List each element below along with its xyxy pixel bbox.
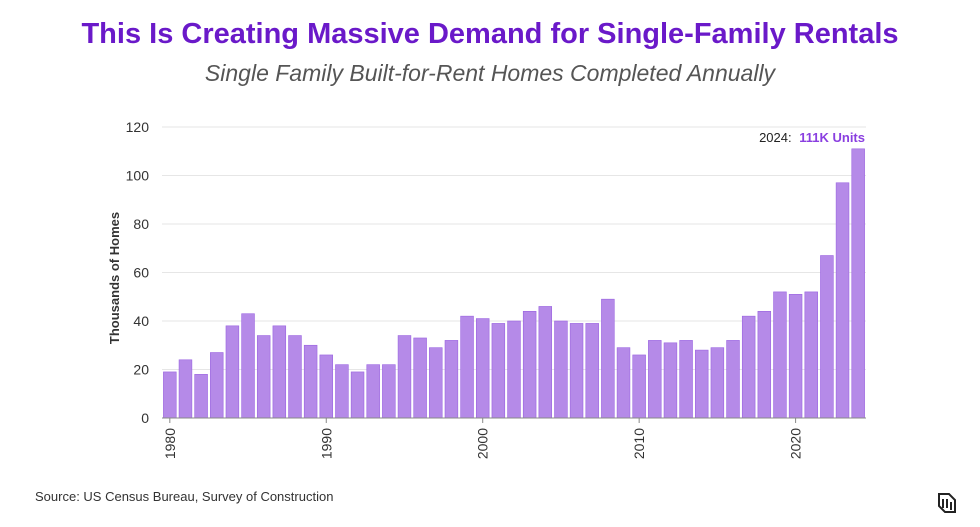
y-tick-label: 20 bbox=[133, 362, 149, 378]
chart-subtitle: Single Family Built-for-Rent Homes Compl… bbox=[204, 60, 776, 86]
bar-1980 bbox=[163, 371, 177, 419]
bar-2013 bbox=[679, 340, 693, 419]
bar-1992 bbox=[350, 371, 365, 419]
x-tick-label: 1980 bbox=[162, 428, 178, 459]
y-tick-label: 80 bbox=[133, 216, 149, 232]
bar-1987 bbox=[272, 325, 287, 419]
bar-2001 bbox=[491, 323, 506, 419]
x-tick-label: 2020 bbox=[788, 428, 804, 459]
bar-1993 bbox=[366, 364, 380, 419]
x-tick-label: 2000 bbox=[475, 428, 491, 459]
chart-title: This Is Creating Massive Demand for Sing… bbox=[81, 18, 899, 50]
x-tick-label: 2010 bbox=[631, 428, 647, 459]
bar-2012 bbox=[663, 342, 678, 419]
bar-2021 bbox=[804, 291, 818, 419]
bar-1999 bbox=[460, 315, 474, 419]
bar-1996 bbox=[413, 337, 427, 419]
bar-2002 bbox=[507, 320, 521, 419]
bar-1986 bbox=[256, 335, 271, 419]
bar-1984 bbox=[225, 325, 240, 419]
bar-1982 bbox=[194, 374, 208, 419]
bar-2015 bbox=[710, 347, 725, 419]
bar-2018 bbox=[757, 310, 772, 419]
bar-2010 bbox=[632, 354, 646, 419]
bar-2020 bbox=[788, 294, 803, 419]
bar-1998 bbox=[444, 340, 459, 419]
bar-2016 bbox=[726, 340, 740, 419]
y-tick-label: 40 bbox=[133, 313, 149, 329]
source-note: Source: US Census Bureau, Survey of Cons… bbox=[35, 489, 334, 504]
bar-1997 bbox=[429, 347, 443, 419]
bar-2007 bbox=[585, 323, 599, 419]
y-tick-label: 120 bbox=[126, 119, 150, 135]
x-tick-labels: 1980 1990 2000 2010 2020 bbox=[162, 418, 804, 459]
bar-1990 bbox=[319, 354, 333, 419]
annotation-year: 2024: bbox=[759, 130, 792, 145]
bar-2004 bbox=[538, 306, 553, 419]
bar-2006 bbox=[569, 323, 584, 419]
bar-2023 bbox=[835, 182, 850, 419]
bar-2008 bbox=[601, 298, 615, 419]
bar-2003 bbox=[522, 310, 537, 419]
y-tick-label: 60 bbox=[133, 265, 149, 281]
y-tick-labels: 0 20 40 60 80 100 120 bbox=[126, 119, 150, 426]
bar-1988 bbox=[288, 335, 302, 419]
bar-1981 bbox=[178, 359, 193, 419]
bar-2019 bbox=[773, 291, 787, 419]
bar-2005 bbox=[554, 320, 568, 419]
x-tick-label: 1990 bbox=[318, 428, 334, 459]
bar-2011 bbox=[648, 340, 662, 419]
bar-1995 bbox=[397, 335, 412, 419]
annotation-value: 111K Units bbox=[799, 130, 865, 145]
bar-2022 bbox=[820, 255, 834, 419]
bar-2009 bbox=[616, 347, 631, 419]
bar-1985 bbox=[241, 313, 255, 419]
bar-1983 bbox=[210, 352, 224, 419]
y-tick-label: 0 bbox=[141, 410, 149, 426]
brand-logo-icon bbox=[938, 493, 956, 513]
bar-2017 bbox=[741, 315, 756, 419]
bar-1991 bbox=[335, 364, 349, 419]
bar-1994 bbox=[382, 364, 396, 419]
y-axis-label: Thousands of Homes bbox=[107, 212, 122, 344]
bar-2024 bbox=[851, 148, 865, 419]
y-tick-label: 100 bbox=[126, 168, 150, 184]
bar-2000 bbox=[475, 318, 490, 419]
bar-1989 bbox=[303, 344, 318, 419]
bar-2014 bbox=[695, 349, 709, 419]
annotation-2024: 2024: 111K Units bbox=[759, 130, 865, 145]
bars bbox=[163, 148, 865, 419]
